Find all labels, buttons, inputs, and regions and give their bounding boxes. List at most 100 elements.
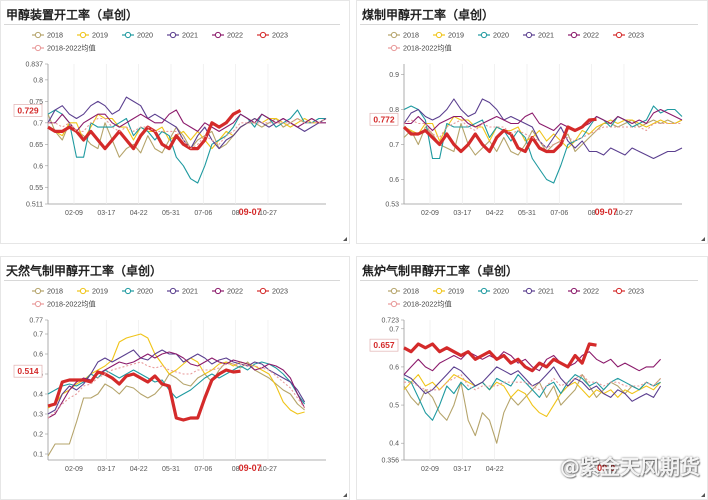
legend-entry: 2022 xyxy=(227,287,243,296)
chart-svg: 2018 2019 2020 2021 2022 2023 2018-2022均值 0.77 0… xyxy=(13,287,326,473)
y-tick-label: 0.9 xyxy=(389,72,399,79)
series-line-2019 xyxy=(403,374,662,418)
y-tick-label: 0.8 xyxy=(389,107,399,114)
resize-handle[interactable] xyxy=(343,493,347,497)
legend-marker xyxy=(615,31,623,39)
series-line-2020 xyxy=(47,109,326,184)
x-tick-label: 07-06 xyxy=(194,466,212,473)
x-tick-label: 05-31 xyxy=(162,210,180,217)
y-tick-label: 0.356 xyxy=(381,458,399,465)
current-value-badge xyxy=(13,364,43,378)
x-tick-label: 02-09 xyxy=(421,210,439,217)
y-tick-label: 0.2 xyxy=(33,432,43,439)
y-tick-label: 0.7 xyxy=(33,332,43,339)
legend-entry: 2020 xyxy=(493,287,509,296)
series-line-2022 xyxy=(403,351,662,375)
x-highlight-label: 09-07 xyxy=(595,207,618,217)
y-tick-label: 0.6 xyxy=(389,364,399,371)
y-tick-label: 0.75 xyxy=(29,99,43,106)
legend-marker xyxy=(390,31,398,39)
x-tick-label: 03-17 xyxy=(97,210,115,217)
x-tick-label: 08 xyxy=(588,210,596,217)
x-tick-label: 04-22 xyxy=(130,210,148,217)
current-value-label: 0.772 xyxy=(373,114,395,124)
legend-entry: 2023 xyxy=(272,287,288,296)
current-value-badge xyxy=(369,112,399,126)
y-tick-label: 0.837 xyxy=(25,62,43,69)
series-line-2023 xyxy=(47,368,241,422)
x-tick-label: 07-06 xyxy=(550,210,568,217)
series-line-2018 xyxy=(47,361,305,457)
legend-marker xyxy=(525,287,533,295)
chart-title: 煤制甲醇开工率（卓创） xyxy=(362,8,495,22)
series-line-2018-2022均值 xyxy=(404,374,662,391)
legend-marker xyxy=(525,31,533,39)
chart-panel-coal-methanol: 煤制甲醇开工率（卓创） 2018 2019 2020 2021 2022 2023 2018… xyxy=(356,0,708,244)
series-line-2022 xyxy=(404,108,683,132)
legend-entry: 2023 xyxy=(628,287,644,296)
legend-marker xyxy=(34,287,42,295)
y-tick-label: 0.77 xyxy=(29,318,43,325)
legend-entry: 2018 xyxy=(403,287,419,296)
legend-marker xyxy=(480,287,488,295)
current-value-label: 0.729 xyxy=(17,105,39,115)
chart-svg: 2018 2019 2020 2021 2022 2023 2018-2022均值 0.9 0.… xyxy=(369,31,683,217)
x-highlight-label: 09-0 xyxy=(597,463,615,473)
legend-entry: 2021 xyxy=(538,31,554,40)
legend-marker xyxy=(124,287,132,295)
y-tick-label: 0.4 xyxy=(33,392,43,399)
legend-marker xyxy=(169,31,177,39)
legend-entry: 2020 xyxy=(493,31,509,40)
chart-title: 焦炉气制甲醇开工率（卓创） xyxy=(362,264,519,278)
legend-entry: 2019 xyxy=(92,31,108,40)
x-tick-label: 03-17 xyxy=(453,210,471,217)
y-tick-label: 0.6 xyxy=(389,177,399,184)
legend-entry: 2019 xyxy=(448,287,464,296)
legend-marker xyxy=(435,31,443,39)
y-tick-label: 0.7 xyxy=(389,142,399,149)
chart-panel-methanol: 甲醇装置开工率（卓创） 2018 2019 2020 2021 2022 2023 2018… xyxy=(0,0,350,244)
legend-marker xyxy=(79,287,87,295)
x-tick-label: 03-17 xyxy=(97,466,115,473)
legend-marker xyxy=(214,31,222,39)
x-tick-label: 04-22 xyxy=(130,466,148,473)
legend-marker xyxy=(390,44,398,52)
x-tick-label: 10-27 xyxy=(259,466,277,473)
x-tick-label: 07-06 xyxy=(194,210,212,217)
series-line-2020 xyxy=(403,374,661,421)
series-line-2023 xyxy=(403,342,597,373)
legend-entry: 2023 xyxy=(628,31,644,40)
series-line-2018 xyxy=(403,119,683,156)
legend-marker xyxy=(124,31,132,39)
current-value-badge xyxy=(369,338,399,352)
chart-title: 甲醇装置开工率（卓创） xyxy=(6,8,139,22)
legend-marker xyxy=(435,287,443,295)
resize-handle[interactable] xyxy=(343,237,347,241)
watermark: @紫金天风期货 xyxy=(560,455,700,479)
current-value-badge xyxy=(13,104,43,117)
resize-handle[interactable] xyxy=(701,493,705,497)
series-line-2023 xyxy=(402,117,597,154)
y-tick-label: 0.53 xyxy=(385,202,399,209)
resize-handle[interactable] xyxy=(701,237,705,241)
legend-marker xyxy=(390,287,398,295)
legend-marker xyxy=(79,31,87,39)
current-value-label: 0.514 xyxy=(17,366,39,376)
x-tick-label: 10-27 xyxy=(259,210,277,217)
legend-marker xyxy=(570,31,578,39)
x-tick-label: 08 xyxy=(232,210,240,217)
legend-entry: 2020 xyxy=(137,287,153,296)
legend-entry: 2019 xyxy=(448,31,464,40)
legend-entry: 2021 xyxy=(538,287,554,296)
legend-marker xyxy=(390,300,398,308)
chart-title: 天然气制甲醇开工率（卓创） xyxy=(6,264,163,278)
legend-entry: 2022 xyxy=(583,287,599,296)
y-tick-label: 0.55 xyxy=(29,185,43,192)
legend-entry: 2023 xyxy=(272,31,288,40)
series-line-2023 xyxy=(47,108,242,151)
x-tick-label: 04-22 xyxy=(486,210,504,217)
legend-entry: 2018-2022均值 xyxy=(403,44,452,53)
y-tick-label: 0.3 xyxy=(33,412,43,419)
y-tick-label: 0.8 xyxy=(33,77,43,84)
x-tick-label: 03-17 xyxy=(453,466,471,473)
